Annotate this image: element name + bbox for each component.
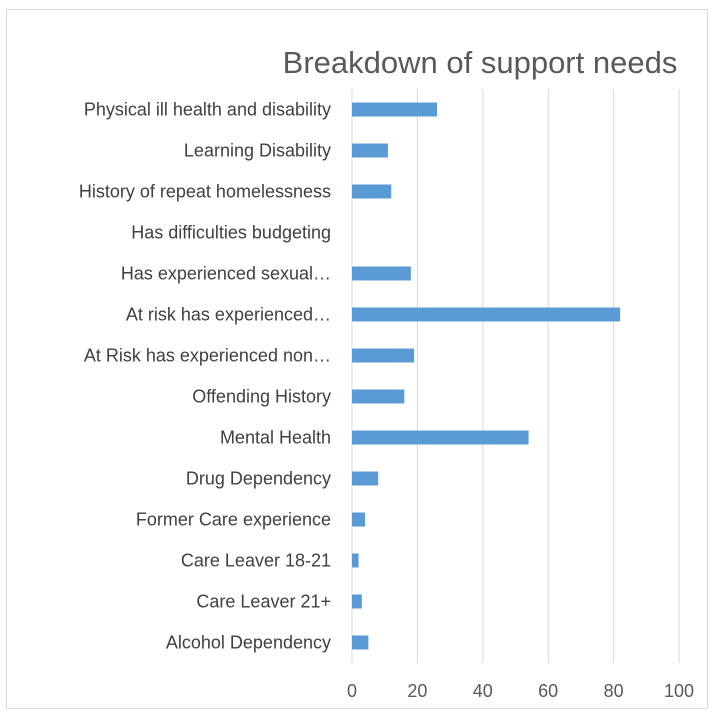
category-label: Alcohol Dependency: [166, 633, 331, 653]
chart-title: Breakdown of support needs: [283, 45, 678, 80]
x-tick-label: 40: [473, 681, 493, 701]
category-label: Learning Disability: [184, 141, 331, 161]
category-label: Physical ill health and disability: [84, 100, 331, 120]
bar: [352, 389, 405, 404]
category-label: Mental Health: [220, 428, 331, 448]
bar: [352, 184, 392, 199]
x-tick-label: 60: [538, 681, 558, 701]
category-label: History of repeat homelessness: [79, 182, 331, 202]
bar: [352, 430, 529, 445]
category-label: Has difficulties budgeting: [131, 223, 331, 243]
x-tick-label: 20: [407, 681, 427, 701]
x-tick-label: 80: [604, 681, 624, 701]
bars: [352, 102, 621, 650]
bar: [352, 594, 362, 609]
x-axis-ticks: 0 20 40 60 80 100: [347, 681, 694, 701]
category-label: Has experienced sexual…: [121, 264, 331, 284]
bar: [352, 471, 379, 486]
gridlines: [351, 89, 680, 663]
bar: [352, 307, 621, 322]
bar: [352, 143, 388, 158]
bar: [352, 348, 415, 363]
category-labels: Physical ill health and disability Learni…: [79, 100, 331, 653]
category-label: At Risk has experienced non…: [84, 346, 331, 366]
bar: [352, 102, 438, 117]
bar: [352, 512, 366, 527]
x-tick-label: 100: [664, 681, 694, 701]
category-label: At risk has experienced…: [126, 305, 331, 325]
category-label: Offending History: [192, 387, 331, 407]
category-label: Drug Dependency: [186, 469, 331, 489]
x-tick-label: 0: [347, 681, 357, 701]
bar: [352, 266, 411, 281]
category-label: Care Leaver 18-21: [181, 551, 331, 571]
category-label: Former Care experience: [136, 510, 331, 530]
bar: [352, 635, 369, 650]
bar: [352, 553, 359, 568]
category-label: Care Leaver 21+: [196, 592, 331, 612]
